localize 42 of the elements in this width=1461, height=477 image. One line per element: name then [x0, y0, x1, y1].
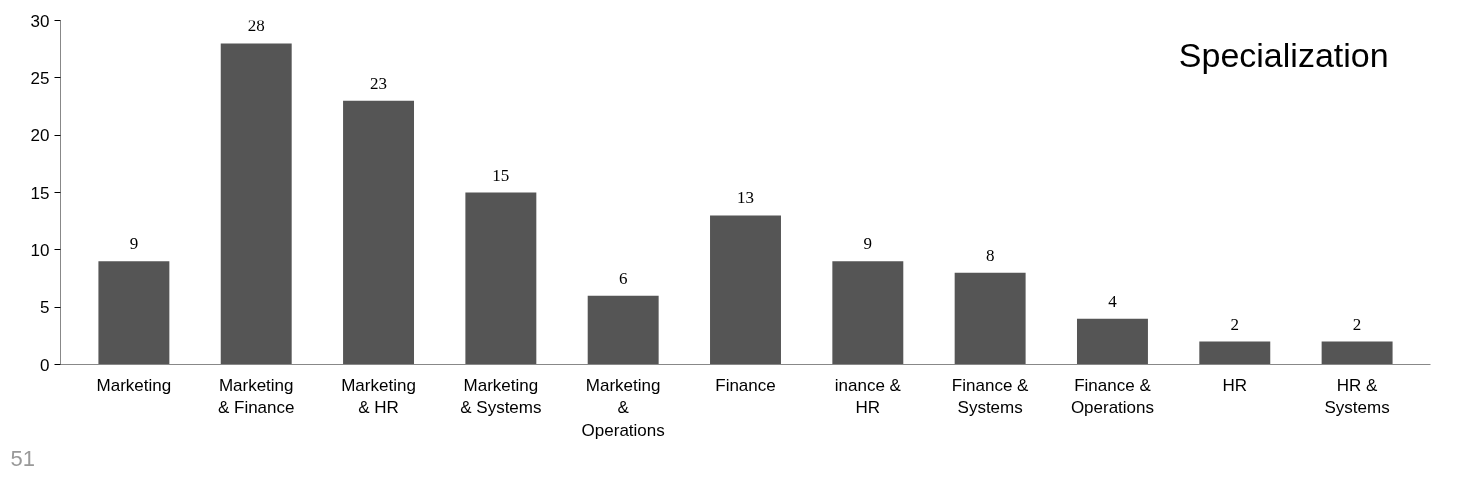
- bar: [1076, 318, 1148, 365]
- y-tick-label: 20: [30, 126, 50, 146]
- data-label: 6: [618, 268, 628, 288]
- data-label: 28: [247, 16, 265, 36]
- y-tick-label: 5: [40, 298, 50, 318]
- data-label: 4: [1108, 291, 1118, 311]
- x-tick-label: Marketing & Finance: [217, 375, 295, 418]
- x-tick-label: inance & HR: [834, 375, 902, 418]
- y-tick-label: 0: [40, 355, 50, 375]
- data-label: 2: [1230, 314, 1240, 334]
- data-label: 23: [370, 73, 388, 93]
- x-tick-label: Marketing & HR: [341, 375, 416, 418]
- bar: [1199, 341, 1271, 365]
- data-label: 2: [1352, 314, 1362, 334]
- bar: [343, 100, 415, 365]
- y-tick-label: 25: [30, 68, 50, 88]
- data-label: 13: [737, 188, 754, 208]
- data-label: 9: [129, 234, 139, 254]
- bar: [1321, 341, 1393, 365]
- x-tick-label: Finance & Systems: [951, 375, 1030, 418]
- x-tick-label: Finance: [715, 375, 776, 395]
- bar: [587, 295, 659, 365]
- data-label: 8: [985, 245, 995, 265]
- x-tick-label: Marketing & Operations: [581, 375, 665, 441]
- bar: [710, 215, 781, 365]
- bar: [98, 261, 170, 365]
- bar: [220, 43, 292, 365]
- bar: [832, 261, 904, 365]
- x-tick-label: HR & Systems: [1324, 375, 1390, 418]
- x-tick-label: Finance & Operations: [1070, 375, 1155, 418]
- text: 51: [10, 445, 35, 471]
- data-label: 15: [492, 165, 510, 185]
- text: Specialization: [1178, 35, 1389, 74]
- y-tick-label: 10: [30, 240, 50, 260]
- x-tick-label: Marketing & Systems: [460, 375, 542, 418]
- x-tick-label: HR: [1222, 375, 1248, 395]
- data-label: 9: [863, 234, 873, 254]
- bar: [465, 192, 537, 365]
- bar: [954, 272, 1026, 365]
- y-tick-label: 15: [30, 183, 50, 203]
- x-tick-label: Marketing: [96, 375, 172, 395]
- y-tick-label: 30: [30, 11, 50, 31]
